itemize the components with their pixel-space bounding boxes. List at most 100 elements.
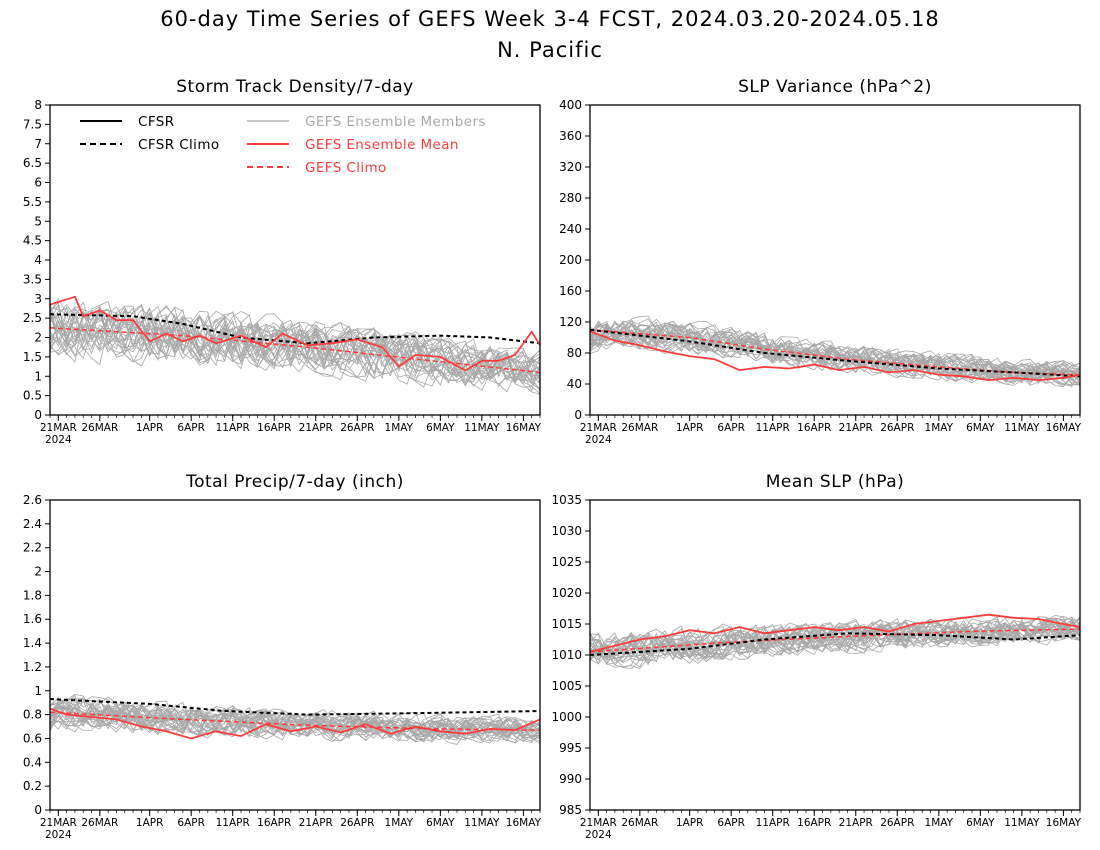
- y-tick-label: 1.5: [23, 350, 42, 364]
- x-tick-label: 26MAR: [621, 817, 658, 829]
- plot-frame: [49, 104, 541, 416]
- x-tick-label: 6APR: [177, 817, 205, 829]
- ensemble-member-line: [49, 305, 541, 379]
- cfsr-climo-line: [49, 313, 541, 345]
- gefs-climo-line: [589, 329, 1081, 376]
- ensemble-member-line: [49, 301, 541, 387]
- ensemble-member-line: [589, 616, 1081, 662]
- legend-label: GEFS Climo: [305, 160, 387, 176]
- x-tick-label: 26APR: [880, 422, 914, 434]
- x-tick-label: 11MAY: [1004, 422, 1040, 434]
- legend-label: GEFS Ensemble Members: [305, 114, 486, 130]
- y-tick-label: 120: [559, 315, 582, 329]
- x-tick-label: 11APR: [216, 817, 250, 829]
- y-tick-label: 8: [34, 98, 42, 112]
- y-tick-label: 5.5: [23, 195, 42, 209]
- y-tick-label: 2.4: [23, 517, 42, 531]
- legend-label: CFSR Climo: [138, 137, 220, 153]
- x-tick-label: 21MAR: [580, 422, 617, 434]
- panel-title: Mean SLP (hPa): [766, 472, 905, 492]
- ensemble-member-line: [589, 620, 1081, 665]
- x-tick-label: 11APR: [756, 817, 790, 829]
- x-tick-label: 26MAR: [81, 817, 118, 829]
- y-tick-label: 1030: [551, 524, 582, 538]
- ensemble-member-line: [49, 696, 541, 741]
- gefs-climo-line: [589, 628, 1081, 653]
- y-tick-label: 1.8: [23, 588, 42, 602]
- ensemble-member-line: [49, 704, 541, 745]
- x-tick-label: 6MAY: [966, 422, 995, 434]
- chart-panel-3: Total Precip/7-day (inch)00.20.40.60.811…: [23, 472, 542, 841]
- plot-frame: [49, 499, 541, 811]
- y-tick-label: 1000: [551, 710, 582, 724]
- y-tick-label: 320: [559, 160, 582, 174]
- ensemble-member-line: [49, 306, 541, 384]
- x-tick-label: 26APR: [880, 817, 914, 829]
- y-tick-label: 0: [34, 803, 42, 817]
- y-tick-label: 1005: [551, 679, 582, 693]
- ensemble-member-line: [589, 617, 1081, 659]
- y-tick-label: 2.6: [23, 493, 42, 507]
- x-tick-label: 26MAR: [621, 422, 658, 434]
- x-tick-label: 11APR: [756, 422, 790, 434]
- y-tick-label: 1035: [551, 493, 582, 507]
- y-tick-label: 0: [574, 408, 582, 422]
- y-tick-label: 2: [34, 565, 42, 579]
- x-tick-label: 1APR: [676, 817, 704, 829]
- y-tick-label: 1020: [551, 586, 582, 600]
- y-tick-label: 1010: [551, 648, 582, 662]
- ensemble-member-line: [589, 614, 1081, 665]
- y-tick-label: 200: [559, 253, 582, 267]
- gefs-climo-line: [49, 327, 541, 374]
- x-tick-label: 21APR: [839, 817, 873, 829]
- x-tick-label: 6APR: [717, 817, 745, 829]
- x-tick-label: 1MAY: [385, 817, 414, 829]
- y-tick-label: 2: [34, 331, 42, 345]
- ensemble-member-line: [49, 306, 541, 386]
- x-tick-label: 21MAR: [40, 422, 77, 434]
- panel-title: SLP Variance (hPa^2): [738, 77, 932, 97]
- y-tick-label: 3.5: [23, 272, 42, 286]
- x-tick-label: 26APR: [340, 817, 374, 829]
- ensemble-member-line: [589, 616, 1081, 665]
- y-tick-label: 160: [559, 284, 582, 298]
- x-tick-label: 11MAY: [464, 422, 500, 434]
- x-tick-label: 16MAY: [1046, 817, 1082, 829]
- x-tick-label: 6MAY: [426, 817, 455, 829]
- ensemble-member-line: [49, 305, 541, 395]
- y-tick-label: 7: [34, 137, 42, 151]
- ensemble-member-line: [49, 308, 541, 385]
- y-tick-label: 0.5: [23, 389, 42, 403]
- ensemble-member-line: [589, 320, 1081, 382]
- gefs-ensemble-mean-line: [589, 613, 1081, 653]
- ensemble-member-line: [589, 322, 1081, 383]
- x-tick-label: 11APR: [216, 422, 250, 434]
- x-tick-label: 21MAR: [580, 817, 617, 829]
- x-tick-label: 6APR: [717, 422, 745, 434]
- chart-panel-2: SLP Variance (hPa^2) 0 40 80 120 160 200 240 280…: [559, 77, 1081, 446]
- y-tick-label: 400: [559, 98, 582, 112]
- x-tick-label: 16MAY: [506, 817, 542, 829]
- x-tick-label: 6MAY: [426, 422, 455, 434]
- y-tick-label: 240: [559, 222, 582, 236]
- cfsr-climo-line: [589, 328, 1081, 378]
- legend: CFSR CFSR Climo GEFS Ensemble Members GEFS …: [80, 114, 486, 176]
- panels: Storm Track Density/7-day 0 0.5 1 1.5 2 2.5 3 3.…: [23, 77, 1082, 841]
- y-tick-label: 0.2: [23, 779, 42, 793]
- ensemble-member-line: [49, 308, 541, 384]
- plot-frame: [589, 499, 1081, 811]
- y-tick-label: 1: [34, 684, 42, 698]
- x-tick-label: 16APR: [257, 422, 291, 434]
- y-tick-label: 80: [567, 346, 582, 360]
- gefs-ensemble-mean-line: [49, 707, 541, 740]
- x-tick-label: 1MAY: [385, 422, 414, 434]
- panel-title: Total Precip/7-day (inch): [185, 472, 404, 492]
- ensemble-member-line: [49, 703, 541, 743]
- y-tick-label: 0.8: [23, 708, 42, 722]
- x-tick-label: 21MAR: [40, 817, 77, 829]
- ensemble-member-line: [589, 618, 1081, 662]
- y-tick-label: 3: [34, 292, 42, 306]
- x-tick-label: 1MAY: [925, 422, 954, 434]
- x-tick-label: 21APR: [299, 422, 333, 434]
